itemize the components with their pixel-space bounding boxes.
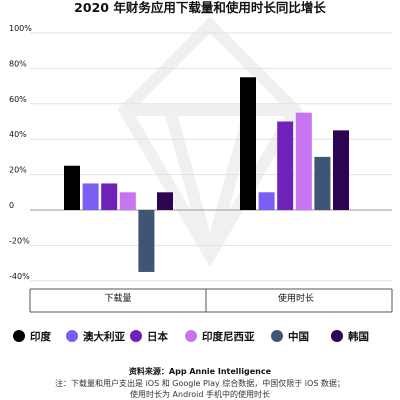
grid: [30, 32, 392, 282]
bars: [64, 77, 349, 272]
y-tick-label: 80%: [9, 59, 27, 68]
bar: [277, 121, 294, 210]
note-text-line1: 注：下载量和用户支出是 iOS 和 Google Play 综合数据，中国仅限于…: [55, 378, 345, 388]
bar: [64, 165, 80, 210]
legend-label: 日本: [147, 330, 168, 343]
y-tick-label: -20%: [9, 236, 30, 245]
bar: [240, 77, 256, 210]
y-tick-label: 100%: [9, 24, 32, 33]
category-label: 下载量: [104, 292, 131, 304]
y-axis-ticks: 100% 80% 60% 40% 20% 0 -20% -40%: [9, 24, 32, 281]
category-label: 使用时长: [278, 292, 314, 304]
y-tick-label: 40%: [9, 130, 27, 139]
legend-label: 印度: [30, 330, 51, 343]
legend-label: 印度尼西亚: [202, 330, 255, 343]
y-tick-label: 60%: [9, 95, 27, 104]
legend-marker: [331, 330, 343, 342]
y-tick-label: -40%: [9, 272, 30, 281]
bar: [82, 183, 99, 210]
legend-marker: [185, 330, 197, 342]
legend: 印度 澳大利亚 日本 印度尼西亚 中国 韩国: [13, 330, 369, 343]
y-tick-label: 20%: [9, 166, 27, 175]
legend-marker: [13, 330, 25, 342]
legend-label: 中国: [288, 330, 309, 343]
source-text: 资料来源：App Annie Intelligence: [129, 366, 272, 376]
bar: [314, 156, 331, 210]
legend-label: 韩国: [348, 330, 369, 343]
note-text-line2: 使用时长为 Android 手机中的使用时长: [130, 389, 270, 399]
legend-marker: [271, 330, 283, 342]
y-tick-label: 0: [9, 201, 14, 210]
bar: [258, 192, 275, 210]
bar: [101, 183, 118, 210]
bar: [295, 112, 312, 210]
bar: [157, 192, 173, 210]
bar: [138, 210, 155, 272]
category-band: 下载量 使用时长: [29, 288, 393, 313]
chart-title: 2020 年财务应用下载量和使用时长同比增长: [74, 0, 326, 15]
legend-marker: [130, 330, 142, 342]
bar: [333, 130, 349, 210]
bar: [119, 192, 136, 210]
legend-marker: [66, 330, 78, 342]
legend-label: 澳大利亚: [83, 330, 125, 343]
